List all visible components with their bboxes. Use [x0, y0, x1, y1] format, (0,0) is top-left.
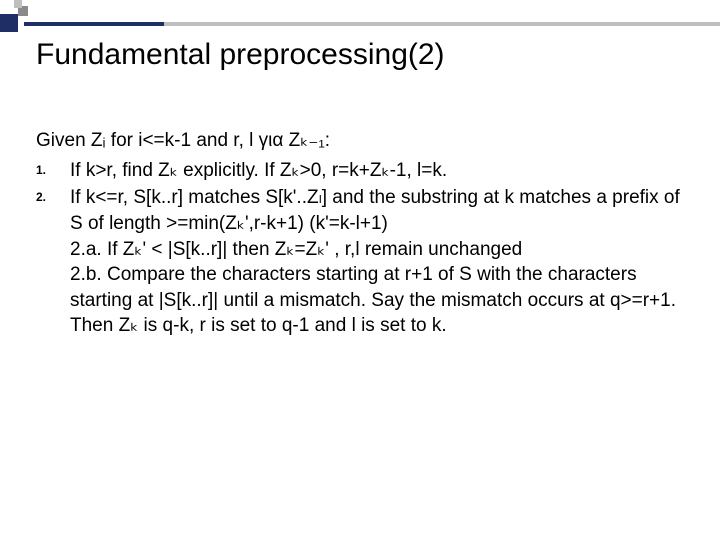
corner-square-small — [14, 0, 22, 8]
list-item: 2. If k<=r, S[k..r] matches S[k'..Zₗ] an… — [70, 185, 680, 339]
sub-item: 2.b. Compare the characters starting at … — [70, 262, 680, 339]
list-text: If k>r, find Zₖ explicitly. If Zₖ>0, r=k… — [70, 160, 447, 181]
list-number: 1. — [36, 162, 46, 178]
corner-square-large — [0, 14, 18, 32]
sub-item: 2.a. If Zₖ' < |S[k..r]| then Zₖ=Zₖ' , r,… — [70, 237, 680, 263]
list-number: 2. — [36, 189, 46, 205]
list-item: 1. If k>r, find Zₖ explicitly. If Zₖ>0, … — [70, 158, 680, 184]
algorithm-list: 1. If k>r, find Zₖ explicitly. If Zₖ>0, … — [36, 158, 680, 339]
list-text: If k<=r, S[k..r] matches S[k'..Zₗ] and t… — [70, 187, 680, 234]
slide-body: Given Zᵢ for i<=k-1 and r, l για Zₖ₋₁: 1… — [36, 128, 680, 341]
given-line: Given Zᵢ for i<=k-1 and r, l για Zₖ₋₁: — [36, 128, 680, 154]
title-underline-band — [24, 22, 720, 26]
slide-title: Fundamental preprocessing(2) — [36, 38, 445, 72]
